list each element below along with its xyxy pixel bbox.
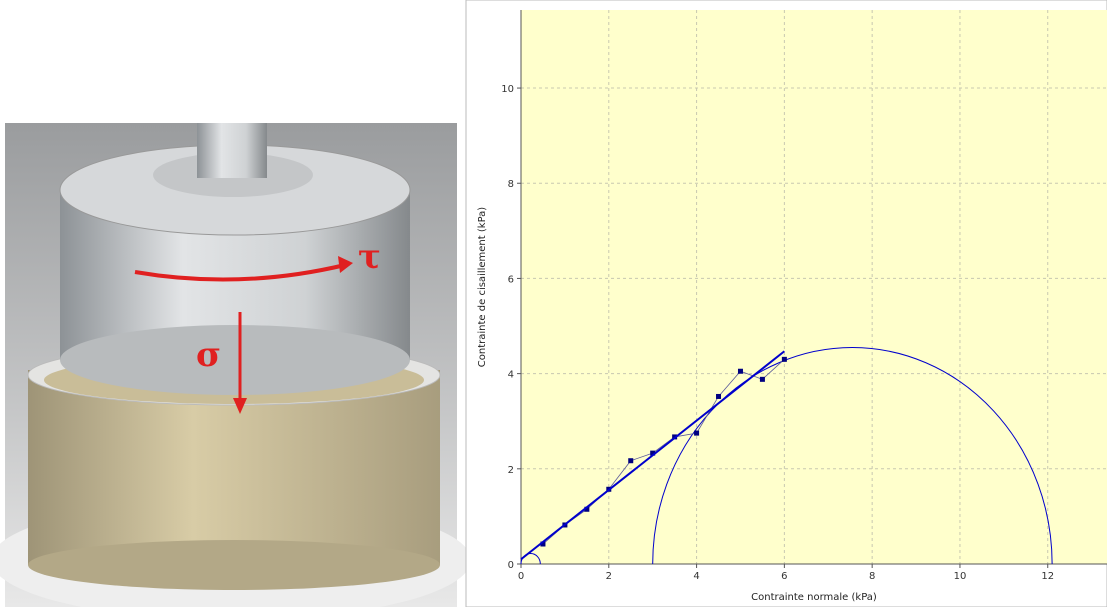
data-point xyxy=(737,368,743,374)
data-point xyxy=(694,430,700,436)
data-point xyxy=(540,541,546,547)
y-tick-label: 8 xyxy=(508,179,514,190)
cell-bottom xyxy=(28,540,440,590)
data-point xyxy=(650,450,656,456)
x-tick-label: 6 xyxy=(781,571,787,582)
x-tick-label: 12 xyxy=(1041,571,1054,582)
normal-symbol: σ xyxy=(196,335,221,375)
shear-arrow xyxy=(134,263,346,282)
mohr-circle xyxy=(652,347,1053,565)
data-point xyxy=(716,393,722,399)
chart: Contrainte normale (kPa) Contrainte de c… xyxy=(465,0,1107,607)
shaft xyxy=(197,123,267,178)
x-tick-label: 8 xyxy=(869,571,875,582)
x-tick-label: 0 xyxy=(518,571,524,582)
y-tick-label: 0 xyxy=(508,560,514,571)
x-tick-label: 4 xyxy=(693,571,699,582)
fit-line xyxy=(520,350,785,561)
x-tick-label: 2 xyxy=(606,571,612,582)
plot-area xyxy=(521,10,1107,564)
normal-arrow-head xyxy=(233,398,247,414)
x-tick-label: 10 xyxy=(954,571,967,582)
y-tick-label: 10 xyxy=(501,84,514,95)
data-line xyxy=(542,359,785,545)
data-point xyxy=(781,356,787,362)
y-tick-label: 2 xyxy=(508,465,514,476)
photo: τ σ xyxy=(0,123,471,607)
data-point xyxy=(584,506,590,512)
y-tick-label: 6 xyxy=(508,274,514,285)
y-axis-label: Contrainte de cisaillement (kPa) xyxy=(477,207,488,367)
lid-bottom xyxy=(60,325,410,395)
data-point xyxy=(628,458,634,464)
y-tick-label: 4 xyxy=(508,370,514,381)
mohr-circle xyxy=(520,553,541,565)
x-axis-label: Contrainte normale (kPa) xyxy=(751,592,877,603)
shear-arrow-head xyxy=(338,256,353,273)
shear-symbol: τ xyxy=(358,237,381,277)
data-point xyxy=(759,376,765,382)
